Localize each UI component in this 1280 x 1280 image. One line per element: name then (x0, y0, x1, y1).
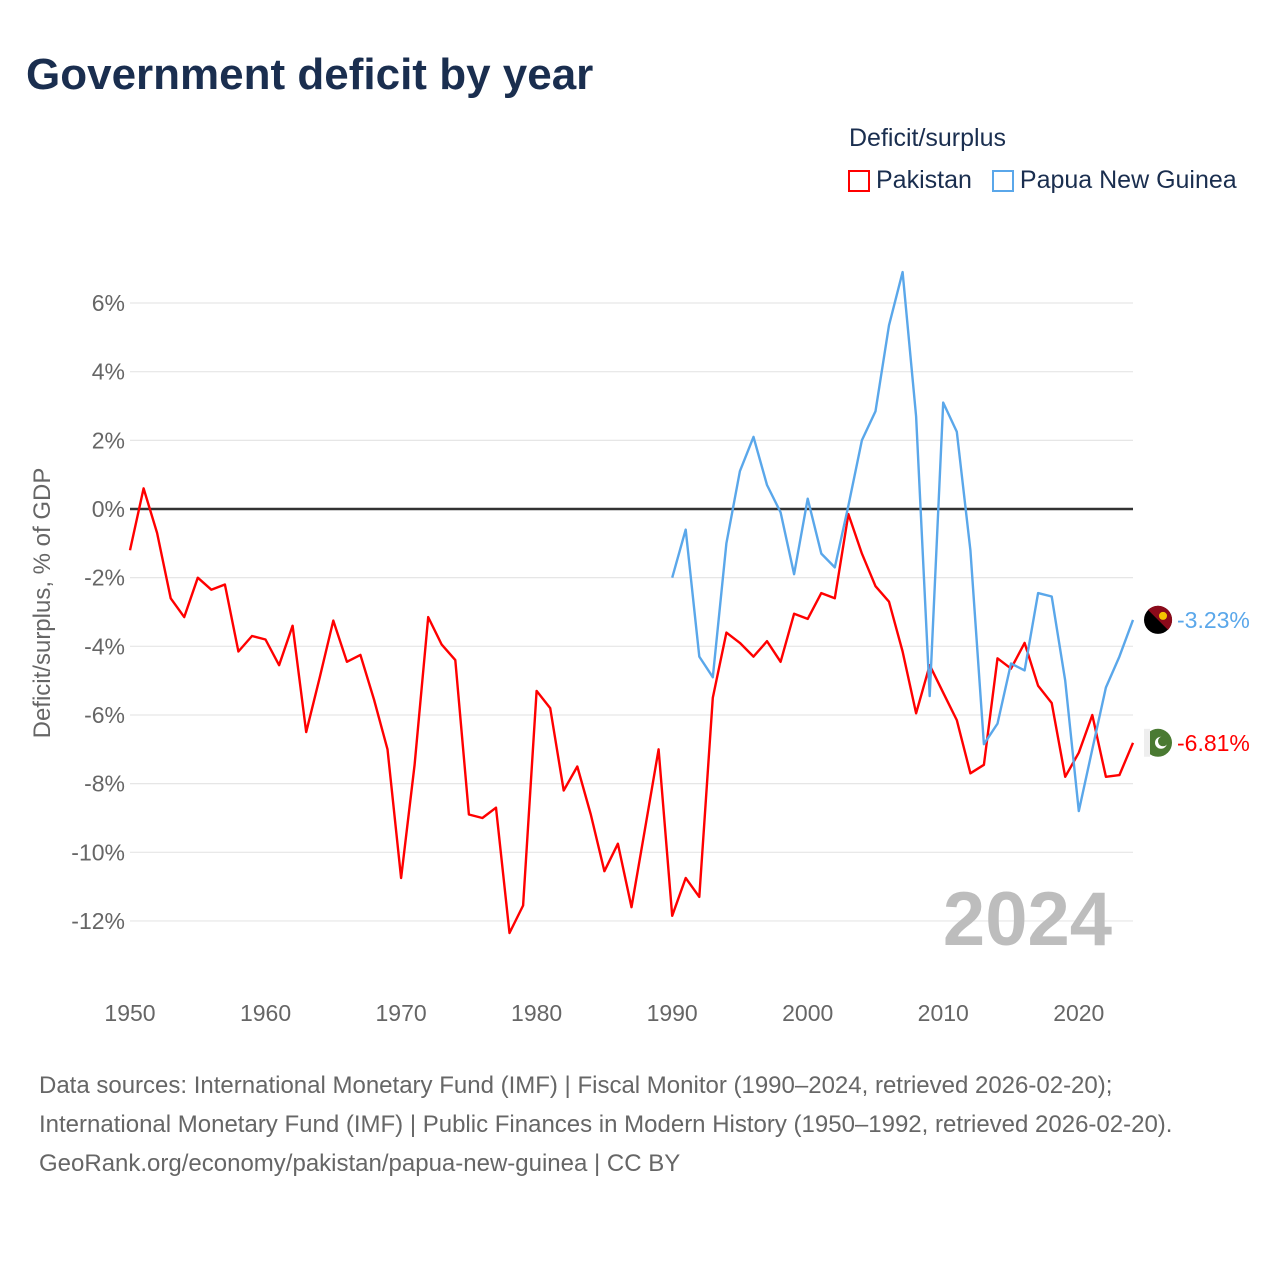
x-tick-label: 2000 (782, 1000, 833, 1026)
legend-item-papua-new-guinea[interactable]: Papua New Guinea (991, 166, 1237, 195)
bird (1159, 611, 1167, 620)
legend: Pakistan Papua New Guinea (848, 166, 1237, 195)
y-tick-label: -12% (71, 908, 125, 934)
footer: Data sources: International Monetary Fun… (39, 1066, 1239, 1183)
y-tick-label: -2% (84, 565, 125, 591)
data-sources: Data sources: International Monetary Fun… (39, 1072, 1173, 1138)
y-axis-label: Deficit/surplus, % of GDP (29, 468, 56, 739)
series-line-pakistan (128, 487, 1135, 935)
legend-swatch-pakistan (848, 169, 870, 192)
y-tick-label: -6% (84, 702, 125, 728)
x-tick-label: 2020 (1053, 1000, 1104, 1026)
x-tick-label: 1980 (511, 1000, 562, 1026)
y-tick-label: 6% (92, 290, 125, 316)
x-tick-label: 1990 (647, 1000, 698, 1026)
series-line-papua-new-guinea (671, 270, 1135, 813)
y-tick-label: -8% (84, 771, 125, 797)
legend-item-pakistan[interactable]: Pakistan (848, 166, 972, 195)
year-watermark: 2024 (943, 877, 1112, 962)
x-tick-label: 2010 (918, 1000, 969, 1026)
legend-label: Pakistan (876, 166, 972, 194)
end-value-label: -3.23% (1177, 607, 1250, 633)
papua-new-guinea-flag-icon (1144, 605, 1173, 634)
chart-title: Government deficit by year (26, 50, 594, 99)
y-tick-label: 0% (92, 496, 125, 522)
y-tick-label: -10% (71, 839, 125, 865)
pakistan-flag-icon (1144, 728, 1172, 757)
crescent-cut (1158, 736, 1168, 747)
legend-title: Deficit/surplus (849, 124, 1006, 152)
end-value-label: -6.81% (1177, 730, 1250, 756)
legend-label: Papua New Guinea (1019, 166, 1237, 194)
x-tick-label: 1950 (104, 1000, 155, 1026)
attribution-link[interactable]: GeoRank.org/economy/pakistan/papua-new-g… (39, 1150, 681, 1177)
x-tick-label: 1960 (240, 1000, 291, 1026)
x-tick-label: 1970 (375, 1000, 426, 1026)
flag-stripe (1144, 728, 1150, 757)
y-tick-label: 2% (92, 427, 125, 453)
y-tick-label: -4% (84, 633, 125, 659)
legend-swatch-papua-new-guinea (991, 169, 1014, 192)
y-tick-label: 4% (92, 359, 125, 385)
